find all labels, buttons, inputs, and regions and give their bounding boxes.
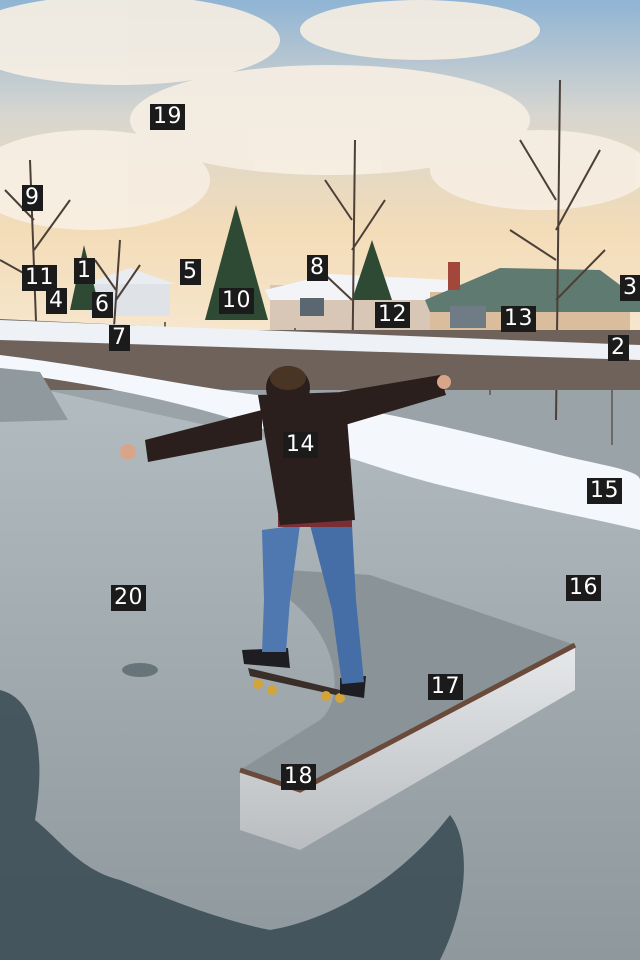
clouds xyxy=(0,0,640,230)
marker-13: 13 xyxy=(501,306,536,332)
marker-18: 18 xyxy=(281,764,316,790)
marker-15: 15 xyxy=(587,478,622,504)
marker-6: 6 xyxy=(92,292,113,318)
marker-16: 16 xyxy=(566,575,601,601)
marker-12: 12 xyxy=(375,302,410,328)
marker-8: 8 xyxy=(307,255,328,281)
ledge xyxy=(239,570,577,850)
marker-20: 20 xyxy=(111,585,146,611)
marker-9: 9 xyxy=(22,185,43,211)
wet-concrete xyxy=(0,690,464,960)
marker-4: 4 xyxy=(46,288,67,314)
marker-14: 14 xyxy=(283,432,318,458)
marker-11: 11 xyxy=(22,265,57,291)
marker-17: 17 xyxy=(428,674,463,700)
concrete-ground xyxy=(0,380,640,960)
marker-10: 10 xyxy=(219,288,254,314)
marker-19: 19 xyxy=(150,104,185,130)
marker-7: 7 xyxy=(109,325,130,351)
marker-5: 5 xyxy=(180,259,201,285)
marker-1: 1 xyxy=(74,258,95,284)
marker-2: 2 xyxy=(608,335,629,361)
snow-field xyxy=(0,320,640,360)
skateboarder xyxy=(120,366,451,703)
marker-3: 3 xyxy=(620,275,640,301)
ramp xyxy=(0,368,68,422)
